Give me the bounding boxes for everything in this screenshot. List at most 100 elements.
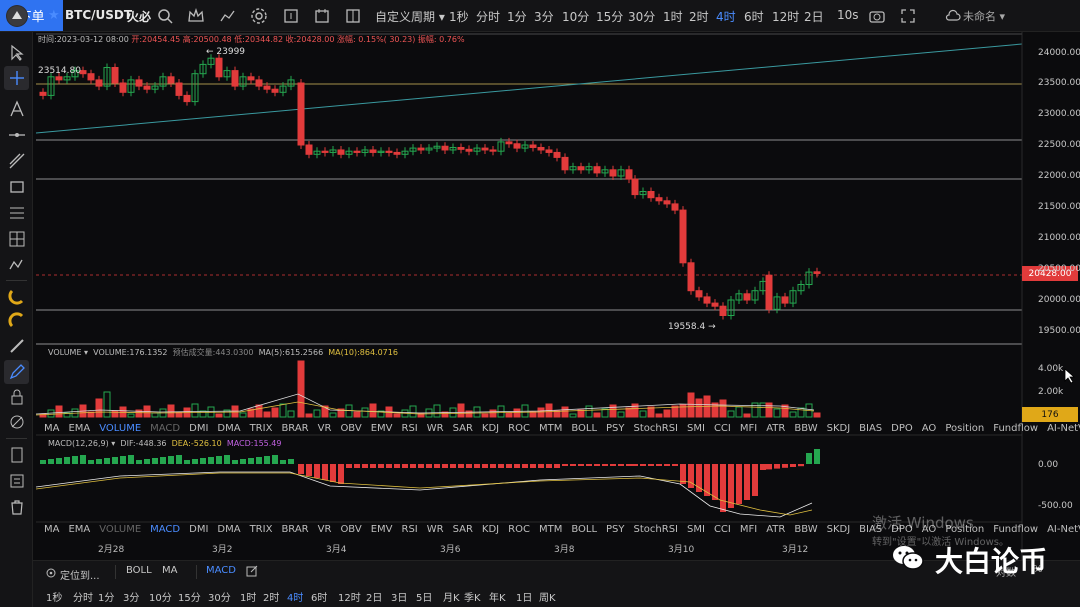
bottom-tool-macd[interactable]: MACD [206,565,236,576]
crown-icon[interactable] [187,7,205,25]
cloud-icon[interactable] [944,7,962,25]
save-layout-icon[interactable] [313,7,331,25]
layout-grid-icon[interactable] [344,7,362,25]
horizontal-line-icon[interactable] [8,126,26,144]
indicator-tab[interactable]: EMV [370,524,393,535]
search-icon[interactable] [156,7,174,25]
strong-magnet-icon[interactable] [8,312,26,330]
indicator-tab[interactable]: BIAS [859,423,883,434]
indicator-tab[interactable]: MA [44,423,60,434]
bottom-tool-ma[interactable]: MA [162,565,178,576]
edit-list-icon[interactable] [8,472,26,490]
rectangle-tool-icon[interactable] [8,178,26,196]
bottom-period-tab[interactable]: 10分 [149,593,172,604]
bottom-period-tab[interactable]: 季K [464,593,481,604]
indicator-tab[interactable]: OBV [340,423,362,434]
indicator-tab[interactable]: BOLL [571,524,598,535]
indicator-tab[interactable]: KDJ [481,423,500,434]
indicator-tab[interactable]: Fundflow [993,423,1039,434]
indicator-tab[interactable]: StochRSI [633,423,678,434]
period-tab[interactable]: 30分 [628,10,656,24]
bottom-period-tab[interactable]: 月K [443,593,460,604]
indicator-tab[interactable]: DMA [217,423,241,434]
period-tab[interactable]: 1时 [663,10,683,24]
indicator-tab[interactable]: StochRSI [633,524,678,535]
indicator-tab[interactable]: BRAR [281,423,309,434]
bottom-period-tab[interactable]: 15分 [178,593,201,604]
volume-name[interactable]: VOLUME [48,348,82,357]
price-chart[interactable] [0,32,1080,560]
indicator-tab[interactable]: VOLUME [99,524,142,535]
ruler-icon[interactable] [8,337,26,355]
indicator-tab[interactable]: MACD [150,524,181,535]
indicator-tab[interactable]: PSY [606,524,625,535]
user-name-dropdown[interactable]: 未命名 ▾ [963,10,1006,23]
locate-target-icon[interactable] [45,567,57,579]
period-tab[interactable]: 2日 [804,10,824,24]
indicator-tab[interactable]: TRIX [249,524,273,535]
bottom-period-tab[interactable]: 6时 [311,593,328,604]
edit-indicator-icon[interactable] [246,565,258,577]
indicator-tab[interactable]: SAR [452,423,473,434]
indicator-tab[interactable]: KDJ [481,524,500,535]
delete-trash-icon[interactable] [8,498,26,516]
indicator-tab[interactable]: DPO [891,423,913,434]
indicator-tab[interactable]: Position [945,423,985,434]
indicator-tab[interactable]: RSI [401,524,418,535]
indicator-tab[interactable]: EMV [370,423,393,434]
indicator-tab[interactable]: ROC [508,423,530,434]
indicator-tab[interactable]: VR [317,524,332,535]
indicator-tab[interactable]: TRIX [249,423,273,434]
period-tab[interactable]: 分时 [476,10,501,24]
indicator-tab[interactable]: CCI [713,524,731,535]
alert-icon[interactable] [282,7,300,25]
bottom-period-tab[interactable]: 30分 [208,593,231,604]
indicator-tab[interactable]: BBW [794,524,818,535]
bottom-period-tab[interactable]: 分时 [73,593,93,604]
period-tab[interactable]: 10分 [562,10,590,24]
indicator-tab[interactable]: SAR [452,524,473,535]
period-tab[interactable]: 12时 [772,10,800,24]
indicator-tab[interactable]: AI-NetVOL [1047,423,1080,434]
magnet-icon[interactable] [8,287,26,305]
indicator-tab[interactable]: DPO [891,524,913,535]
bottom-period-tab[interactable]: 1秒 [46,593,63,604]
macd-name[interactable]: MACD(12,26,9) [48,439,109,448]
indicator-tab[interactable]: RSI [401,423,418,434]
crosshair-icon[interactable] [8,69,26,87]
indicator-tab[interactable]: SMI [687,524,705,535]
hide-drawings-icon[interactable] [8,413,26,431]
bottom-period-tab[interactable]: 5日 [416,593,433,604]
bottom-period-tab[interactable]: 1分 [98,593,115,604]
bottom-period-tab[interactable]: 2日 [366,593,383,604]
indicator-tab[interactable]: MFI [739,524,758,535]
text-tool-icon[interactable] [8,100,26,118]
bookmark-icon[interactable] [8,446,26,464]
indicator-tab[interactable]: DMI [189,423,209,434]
indicator-tab[interactable]: Position [945,524,985,535]
indicator-tab[interactable]: ROC [508,524,530,535]
indicator-tab[interactable]: SKDJ [826,524,851,535]
indicator-tab[interactable]: ATR [766,423,786,434]
indicator-icon[interactable] [219,7,237,25]
period-tab[interactable]: 3分 [534,10,554,24]
percent-scale-toggle[interactable]: % [1033,564,1043,575]
period-tab[interactable]: 2时 [689,10,709,24]
indicator-tab[interactable]: Fundflow [993,524,1039,535]
indicator-tab[interactable]: AO [921,524,937,535]
indicator-tab[interactable]: BIAS [859,524,883,535]
indicator-tab[interactable]: EMA [68,423,91,434]
favorite-star-icon[interactable]: ★ [48,8,60,23]
indicator-tab[interactable]: DMA [217,524,241,535]
indicator-tab[interactable]: WR [426,524,444,535]
indicator-tab[interactable]: VR [317,423,332,434]
lock-icon[interactable] [8,388,26,406]
camera-icon[interactable] [868,7,886,25]
indicator-tab[interactable]: ATR [766,524,786,535]
indicator-tab[interactable]: SMI [687,423,705,434]
fullscreen-icon[interactable] [899,7,917,25]
indicator-tab[interactable]: BRAR [281,524,309,535]
bottom-period-tab[interactable]: 1时 [240,593,257,604]
pen-tool-icon[interactable] [8,363,26,381]
period-tab[interactable]: 1分 [507,10,527,24]
